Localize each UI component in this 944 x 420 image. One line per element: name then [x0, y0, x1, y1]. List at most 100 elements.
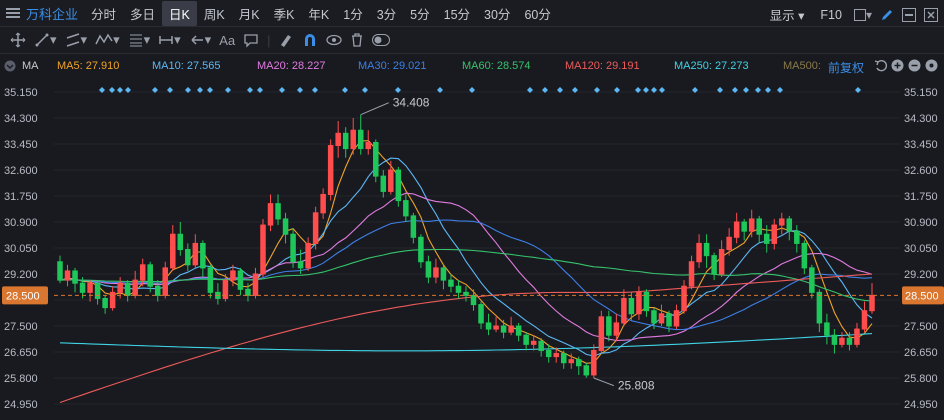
candle-body [688, 261, 695, 287]
event-marker [542, 87, 548, 93]
event-marker [557, 87, 563, 93]
y-tick-right: 30.050 [904, 243, 938, 255]
event-marker [312, 87, 318, 93]
display-button[interactable]: 显示 ▾ [769, 9, 805, 23]
fibonacci-tool-icon[interactable]: ▾ [128, 32, 150, 48]
candle-body [440, 267, 447, 281]
tab-period-10[interactable]: 15分 [443, 7, 471, 22]
candle-body [342, 132, 349, 150]
checkbox-icon[interactable]: ▾ [853, 8, 872, 22]
comment-icon[interactable] [243, 32, 259, 48]
candle-body [170, 233, 176, 269]
candle-body [64, 270, 71, 281]
y-tick-right: 33.450 [904, 139, 938, 151]
trash-icon[interactable] [350, 32, 364, 48]
kline-chart[interactable]: 35.150 34.300 33.450 32.600 31.750 30.900 30.0… [0, 78, 944, 420]
settings-icon[interactable] [925, 59, 938, 72]
stock-title[interactable]: 万科企业 [26, 6, 79, 22]
candle-body [305, 242, 311, 269]
magnet-icon[interactable] [302, 32, 318, 48]
candle-body [493, 325, 499, 330]
event-marker [765, 87, 771, 93]
y-tick-right: 24.950 [904, 399, 938, 411]
event-marker [152, 87, 158, 93]
event-marker [743, 87, 749, 93]
tab-period-4[interactable]: 月K [238, 7, 260, 22]
tab-period-8[interactable]: 3分 [376, 7, 397, 22]
candle-body [816, 291, 823, 324]
display-label: 显示 [769, 9, 795, 23]
event-marker [717, 87, 723, 93]
tab-period-6[interactable]: 年K [308, 7, 330, 22]
candle-body [643, 291, 650, 312]
candles [57, 114, 875, 378]
low-annotation: 25.808 [618, 379, 655, 393]
add-icon[interactable] [891, 59, 904, 72]
y-tick-right: 34.300 [904, 113, 938, 125]
undo-icon[interactable] [874, 59, 887, 72]
y-tick-right: 25.800 [904, 373, 938, 385]
candle-body [500, 325, 507, 333]
candle-body [846, 337, 853, 345]
measure-tool-icon[interactable]: ▾ [158, 32, 181, 48]
tab-period-7[interactable]: 1分 [343, 7, 363, 22]
pen-icon[interactable] [880, 8, 894, 22]
close-icon[interactable] [924, 7, 938, 22]
candle-body [365, 141, 372, 150]
tab-period-9[interactable]: 5分 [410, 7, 430, 22]
tab-period-11[interactable]: 30分 [484, 7, 511, 22]
current-price-label-right: 28.500 [905, 290, 939, 302]
toggle-icon[interactable] [372, 34, 391, 46]
candle-body [628, 297, 635, 315]
eraser-icon[interactable] [278, 32, 294, 48]
candle-body [185, 249, 191, 266]
event-marker [755, 87, 761, 93]
tab-period-1[interactable]: 多日 [130, 7, 156, 22]
candle-body [395, 169, 402, 202]
remove-icon[interactable] [908, 59, 921, 72]
line-tool-icon[interactable]: ▾ [34, 32, 57, 48]
wave-tool-icon[interactable]: ▾ [95, 32, 120, 48]
top-bar: 万科企业 分时 多日 日K 周K 月K 季K 年K 1分 3分 5分 15分 30分 60分 显示 ▾ … [0, 0, 944, 27]
minimize-icon[interactable] [902, 7, 916, 22]
channel-tool-icon[interactable]: ▾ [65, 32, 87, 48]
ma10-line [59, 157, 873, 357]
candle-body [403, 200, 409, 217]
tab-period-3[interactable]: 周K [203, 7, 225, 22]
candle-body [560, 353, 567, 364]
y-axis-left: 35.150 34.300 33.450 32.600 31.750 30.900 30.0… [4, 87, 38, 411]
text-tool-icon[interactable]: Aa [219, 32, 236, 48]
candle-body [869, 294, 875, 312]
candle-body [545, 349, 552, 358]
candle-body [621, 297, 627, 324]
candle-body [102, 297, 108, 309]
event-marker [185, 87, 191, 93]
ma-lines [59, 140, 873, 404]
event-marker [342, 87, 348, 93]
event-marker [125, 87, 131, 93]
adjust-button[interactable]: 前复权 [828, 61, 865, 75]
candle-body [794, 230, 800, 244]
candle-body [591, 349, 597, 376]
event-marker [469, 87, 475, 93]
event-marker [635, 87, 641, 93]
event-marker [167, 87, 173, 93]
menu-icon[interactable] [6, 7, 20, 19]
drawing-toolbar: ▾ ▾ ▾ ▾ ▾ ▾ Aa | [0, 27, 944, 54]
ma120-value: MA120: 29.191 [565, 60, 640, 72]
tab-period-2[interactable]: 日K [162, 0, 197, 26]
crosshair-icon[interactable] [10, 32, 26, 48]
f10-button[interactable]: F10 [820, 7, 842, 22]
collapse-icon[interactable] [4, 60, 16, 72]
ma-label[interactable]: MA [22, 60, 39, 72]
tab-period-0[interactable]: 分时 [91, 7, 117, 22]
candle-body [756, 218, 762, 235]
ma10-value: MA10: 27.565 [152, 60, 221, 72]
candle-body [79, 282, 86, 293]
tab-period-12[interactable]: 60分 [524, 7, 551, 22]
eye-icon[interactable] [326, 32, 343, 48]
candle-body [380, 175, 387, 192]
candle-body [666, 313, 672, 327]
arrow-tool-icon[interactable]: ▾ [189, 32, 211, 48]
tab-period-5[interactable]: 季K [273, 7, 295, 22]
